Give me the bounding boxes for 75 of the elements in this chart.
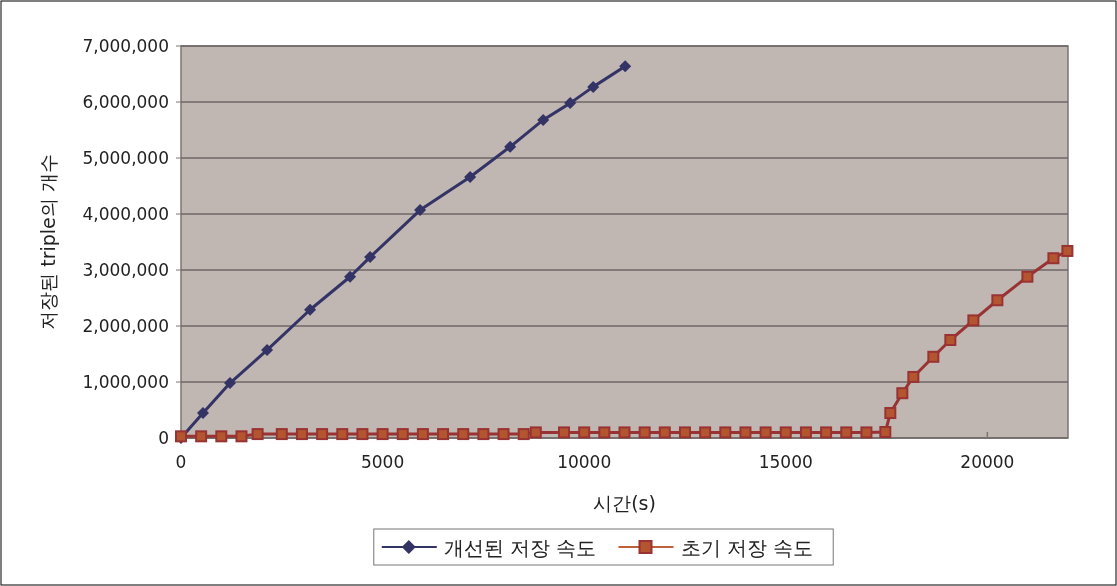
point [991, 294, 1004, 307]
point [224, 377, 237, 390]
legend-label: 초기 저장 속도 [680, 536, 814, 560]
point [618, 426, 631, 439]
point [197, 407, 210, 420]
point [638, 426, 651, 439]
point [1047, 252, 1060, 265]
point [261, 344, 274, 357]
y-tick-label: 4,000,000 [82, 204, 169, 224]
x-tick-label: 5000 [360, 452, 405, 472]
x-tick-label: 10000 [557, 452, 612, 472]
point [529, 426, 542, 439]
point [356, 428, 369, 441]
point [195, 430, 208, 443]
point [944, 334, 957, 346]
point [457, 428, 470, 441]
point [414, 204, 427, 217]
point [658, 426, 671, 439]
point [699, 426, 712, 439]
point [416, 428, 429, 441]
y-tick-label: 0 [158, 428, 169, 448]
point [437, 428, 450, 441]
point [719, 426, 732, 439]
point [235, 430, 248, 443]
point [344, 270, 357, 283]
point [598, 426, 611, 439]
point [1021, 270, 1034, 283]
y-tick-label: 1,000,000 [82, 372, 169, 392]
x-tick-label: 20000 [960, 452, 1015, 472]
point [884, 407, 897, 420]
point [477, 428, 490, 441]
x-tick-label: 15000 [758, 452, 813, 472]
point [739, 426, 752, 439]
point [578, 426, 591, 439]
point [376, 428, 389, 441]
y-axis-title: 저장된 triple의 개수 [37, 154, 59, 330]
point [967, 314, 980, 327]
point [564, 97, 577, 110]
point [619, 60, 632, 73]
x-axis-title: 시간(s) [593, 492, 656, 514]
point [678, 426, 691, 439]
point [779, 426, 792, 439]
point [537, 113, 550, 126]
point [215, 430, 228, 443]
point [396, 428, 409, 441]
point [364, 251, 377, 264]
y-tick-label: 3,000,000 [82, 260, 169, 280]
point [316, 428, 329, 441]
y-tick-label: 5,000,000 [82, 148, 169, 168]
point [860, 426, 873, 439]
point [587, 80, 600, 93]
y-tick-label: 6,000,000 [82, 92, 169, 112]
point [295, 428, 308, 441]
point [879, 426, 892, 439]
point [927, 350, 940, 363]
point [336, 428, 349, 441]
point [497, 428, 510, 441]
y-tick-label: 2,000,000 [82, 316, 169, 336]
point [251, 428, 264, 441]
point [840, 426, 853, 439]
point [558, 426, 571, 439]
point [759, 426, 772, 439]
y-tick-label: 7,000,000 [82, 36, 169, 56]
point [799, 426, 812, 439]
point [907, 370, 920, 383]
point [464, 171, 477, 184]
point [504, 140, 517, 153]
point [896, 387, 909, 400]
legend-label: 개선된 저장 속도 [443, 536, 597, 560]
point [1061, 244, 1074, 257]
point [820, 426, 833, 439]
point [304, 303, 317, 316]
point [517, 428, 530, 441]
point [275, 428, 288, 441]
x-tick-label: 0 [175, 452, 187, 472]
